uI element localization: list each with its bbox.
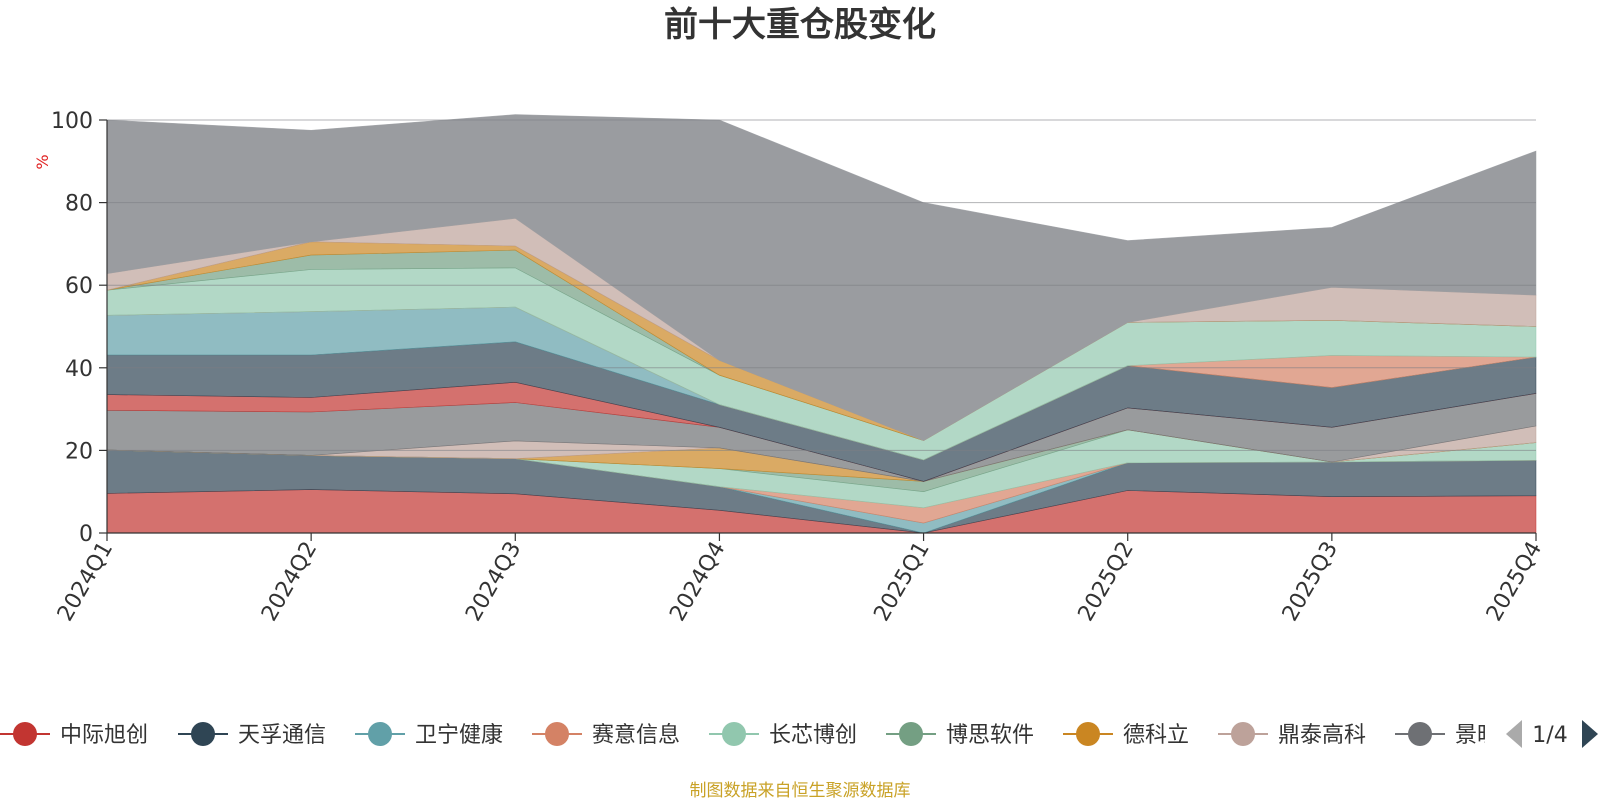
legend-item[interactable]: 天孚通信 [178,722,326,748]
legend-circle-marker [1231,722,1255,746]
x-tick-label: 2025Q2 [1074,538,1139,626]
y-tick-label: 20 [65,439,93,464]
legend-item[interactable]: 卫宁健康 [355,722,503,748]
legend-label: 德科立 [1123,723,1189,748]
y-tick-label: 60 [65,274,93,299]
x-tick-label: 2024Q3 [461,538,526,626]
legend-label: 鼎泰高科 [1278,723,1366,748]
x-tick-label: 2025Q4 [1482,538,1547,626]
legend-label: 赛意信息 [592,723,680,748]
legend-circle-marker [1408,722,1432,746]
chart-title: 前十大重仓股变化 [664,5,936,45]
area-series-17 [106,114,1537,441]
x-tick-label: 2025Q1 [869,538,934,626]
data-source-note: 制图数据来自恒生聚源数据库 [690,781,911,800]
area-series-group [106,114,1537,534]
legend-pager: 1/4 [1506,720,1598,748]
legend-label: 卫宁健康 [415,723,503,748]
x-tick-label: 2024Q2 [257,538,322,626]
legend-item[interactable]: 长芯博创 [709,722,857,748]
legend-item[interactable]: 中际旭创 [0,722,148,748]
legend-circle-marker [545,722,569,746]
y-axis-label: % [33,154,52,169]
y-tick-label: 80 [65,192,93,217]
legend-circle-marker [191,722,215,746]
legend-circle-marker [368,722,392,746]
legend-prev-page-button[interactable] [1506,720,1522,748]
legend-label: 博思软件 [946,723,1034,748]
legend-next-page-button[interactable] [1582,720,1598,748]
legend-item[interactable]: 鼎泰高科 [1218,722,1366,748]
legend-label: 天孚通信 [238,723,326,748]
x-tick-label: 2025Q3 [1278,538,1343,626]
legend-item[interactable]: 德科立 [1063,722,1189,748]
legend-page-indicator: 1/4 [1532,723,1567,748]
y-tick-label: 0 [79,522,93,547]
legend-label: 景旺电子 [1455,723,1543,748]
legend-circle-marker [13,722,37,746]
y-tick-label: 40 [65,357,93,382]
legend-circle-marker [722,722,746,746]
legend-item[interactable]: 赛意信息 [532,722,680,748]
x-tick-label: 2024Q1 [53,538,118,626]
y-tick-label: 100 [51,109,93,134]
legend: 中际旭创 天孚通信 卫宁健康 赛意信息 长芯博创 博思软件 德科立 鼎泰高科 景旺电子 [0,722,1543,748]
legend-circle-marker [1076,722,1100,746]
x-tick-label: 2024Q4 [665,538,730,626]
legend-label: 中际旭创 [60,723,148,748]
grid-lines [107,119,1536,451]
legend-circle-marker [899,722,923,746]
legend-item[interactable]: 博思软件 [886,722,1034,748]
legend-label: 长芯博创 [769,723,857,748]
legend-item[interactable]: 景旺电子 [1395,722,1543,748]
